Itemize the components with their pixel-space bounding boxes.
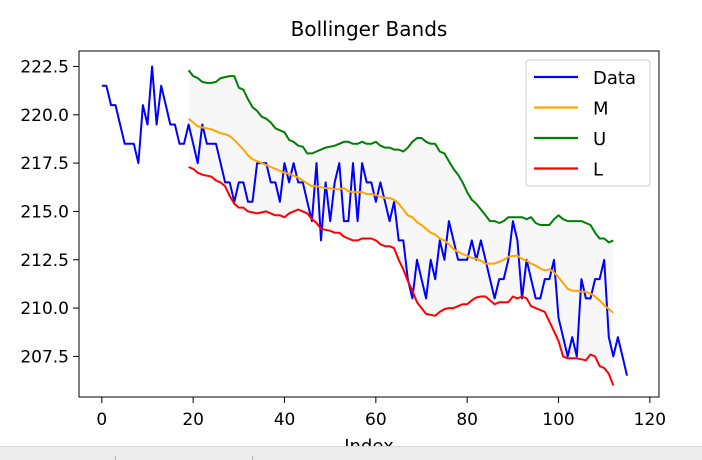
x-ticks-layer: 0 20 40 60 80 100 120 [96,397,666,430]
legend: Data MUL [525,59,651,187]
legend-label-m: M [593,99,609,120]
band-fill [188,70,614,386]
x-tick-label: 120 [634,410,666,430]
legend-frame [525,59,651,187]
y-tick-label: 207.5 [20,347,69,367]
y-tick-label: 210.0 [20,299,69,319]
series-line-u [187,69,614,244]
series-lines-layer [101,65,628,386]
y-tick-label: 215.0 [20,202,69,222]
x-tick-label: 100 [542,410,574,430]
x-tick-label: 80 [456,410,478,430]
series-line-data [101,65,628,376]
x-tick-label: 60 [365,410,387,430]
status-bar-separator [115,456,116,460]
legend-label-data: Data [593,68,636,89]
band-fill-layer [188,70,614,386]
y-tick-label: 212.5 [20,251,69,271]
y-tick-label: 220.0 [20,106,69,126]
y-tick-label: 222.5 [20,57,69,77]
chart-title: Bollinger Bands [291,17,448,41]
x-axis-label: Index [344,436,394,446]
series-line-l [188,166,615,386]
y-ticks-layer: 207.5 210.0 212.5 215.0 217.5 220.0 222.5 [20,57,79,367]
x-tick-label: 20 [182,410,204,430]
window-status-bar [0,446,702,460]
x-tick-label: 40 [274,410,296,430]
series-line-m [187,117,614,314]
legend-label-l: L [593,160,603,181]
status-bar-separator [252,456,253,460]
x-tick-label: 0 [96,410,107,430]
y-tick-label: 217.5 [20,154,69,174]
legend-label-u: U [593,129,606,150]
bollinger-chart: 0 20 40 60 80 100 120 207.5 210.0 212.5 215.0 217.… [20,17,666,446]
